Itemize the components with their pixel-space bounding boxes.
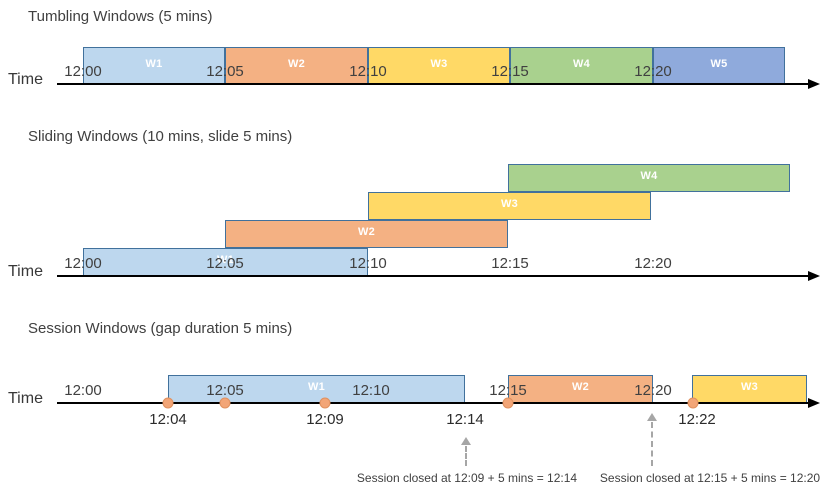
tumbling-windows-time-label: Time bbox=[8, 71, 43, 88]
sliding-windows-window-w4 bbox=[508, 164, 790, 192]
session-windows-tick-1200: 12:00 bbox=[64, 382, 102, 399]
tumbling-windows-tick-1205: 12:05 bbox=[206, 63, 244, 80]
session-windows-event-time-1222: 12:22 bbox=[678, 411, 716, 428]
session-windows-window-w2 bbox=[508, 375, 653, 403]
session-windows-timeline-axis bbox=[57, 402, 810, 404]
sliding-windows-window-label-w1: W1 bbox=[216, 254, 235, 266]
sliding-windows-window-w2 bbox=[225, 220, 508, 248]
tumbling-windows-tick-1200: 12:00 bbox=[64, 63, 102, 80]
session-windows-tick-1215: 12:15 bbox=[489, 382, 527, 399]
sliding-windows-window-w3 bbox=[368, 192, 651, 220]
sliding-windows-tick-1220: 12:20 bbox=[634, 255, 672, 272]
session-windows-axis-arrowhead-icon bbox=[808, 398, 820, 408]
tumbling-windows-window-label-w3: W3 bbox=[430, 57, 448, 70]
session-closed-annotation-1: Session closed at 12:09 + 5 mins = 12:14 bbox=[356, 471, 578, 485]
sliding-windows-window-label-w3: W3 bbox=[500, 198, 519, 210]
sliding-windows-axis-arrowhead-icon bbox=[808, 271, 820, 281]
session-windows-tick-1205: 12:05 bbox=[206, 382, 244, 399]
sliding-windows-window-label-w2: W2 bbox=[357, 226, 376, 238]
session-windows-event-dot bbox=[219, 397, 231, 409]
tumbling-windows-tick-1220: 12:20 bbox=[634, 63, 672, 80]
session-windows-event-dot bbox=[162, 397, 174, 409]
session-closed-annotation-2: Session closed at 12:15 + 5 mins = 12:20 bbox=[599, 471, 821, 485]
session-windows-title: Session Windows (gap duration 5 mins) bbox=[28, 320, 293, 337]
tumbling-windows-window-w2 bbox=[225, 47, 368, 84]
session-windows-event-time-1204: 12:04 bbox=[149, 411, 187, 428]
tumbling-windows-tick-1215: 12:15 bbox=[491, 63, 529, 80]
tumbling-windows-window-label-w2: W2 bbox=[287, 57, 306, 70]
tumbling-windows-window-w1 bbox=[83, 47, 225, 84]
session-windows-window-label-w3: W3 bbox=[740, 381, 759, 393]
sliding-windows-timeline-axis bbox=[57, 275, 810, 277]
session-windows-time-label: Time bbox=[8, 390, 43, 407]
annotation-arrow-up-icon bbox=[647, 413, 657, 421]
tumbling-windows-title: Tumbling Windows (5 mins) bbox=[28, 8, 213, 25]
sliding-windows-window-label-w4: W4 bbox=[640, 170, 658, 182]
sliding-windows-tick-1200: 12:00 bbox=[64, 255, 102, 272]
tumbling-windows-tick-1210: 12:10 bbox=[349, 63, 387, 80]
annotation-arrow-line bbox=[465, 446, 467, 466]
tumbling-windows-window-label-w1: W1 bbox=[145, 57, 163, 70]
session-windows-event-time-1214: 12:14 bbox=[446, 411, 484, 428]
tumbling-windows-axis-arrowhead-icon bbox=[808, 79, 820, 89]
tumbling-windows-window-w4 bbox=[510, 47, 653, 84]
sliding-windows-tick-1205: 12:05 bbox=[206, 255, 244, 272]
session-windows-event-time-1209: 12:09 bbox=[306, 411, 344, 428]
session-windows-event-dot bbox=[319, 397, 331, 409]
session-windows-window-label-w2: W2 bbox=[571, 381, 590, 393]
sliding-windows-time-label: Time bbox=[8, 263, 43, 280]
session-windows-event-dot bbox=[687, 397, 699, 409]
session-windows-event-dot bbox=[502, 397, 514, 409]
annotation-arrow-up-icon bbox=[461, 437, 471, 445]
annotation-arrow-line bbox=[651, 422, 653, 466]
session-windows-tick-1220: 12:20 bbox=[634, 382, 672, 399]
session-windows-window-label-w1: W1 bbox=[307, 381, 326, 393]
session-windows-tick-1210: 12:10 bbox=[352, 382, 390, 399]
sliding-windows-tick-1210: 12:10 bbox=[349, 255, 387, 272]
sliding-windows-tick-1215: 12:15 bbox=[491, 255, 529, 272]
sliding-windows-title: Sliding Windows (10 mins, slide 5 mins) bbox=[28, 128, 293, 145]
tumbling-windows-window-label-w5: W5 bbox=[710, 57, 728, 70]
tumbling-windows-timeline-axis bbox=[57, 83, 810, 85]
tumbling-windows-window-label-w4: W4 bbox=[572, 57, 591, 70]
